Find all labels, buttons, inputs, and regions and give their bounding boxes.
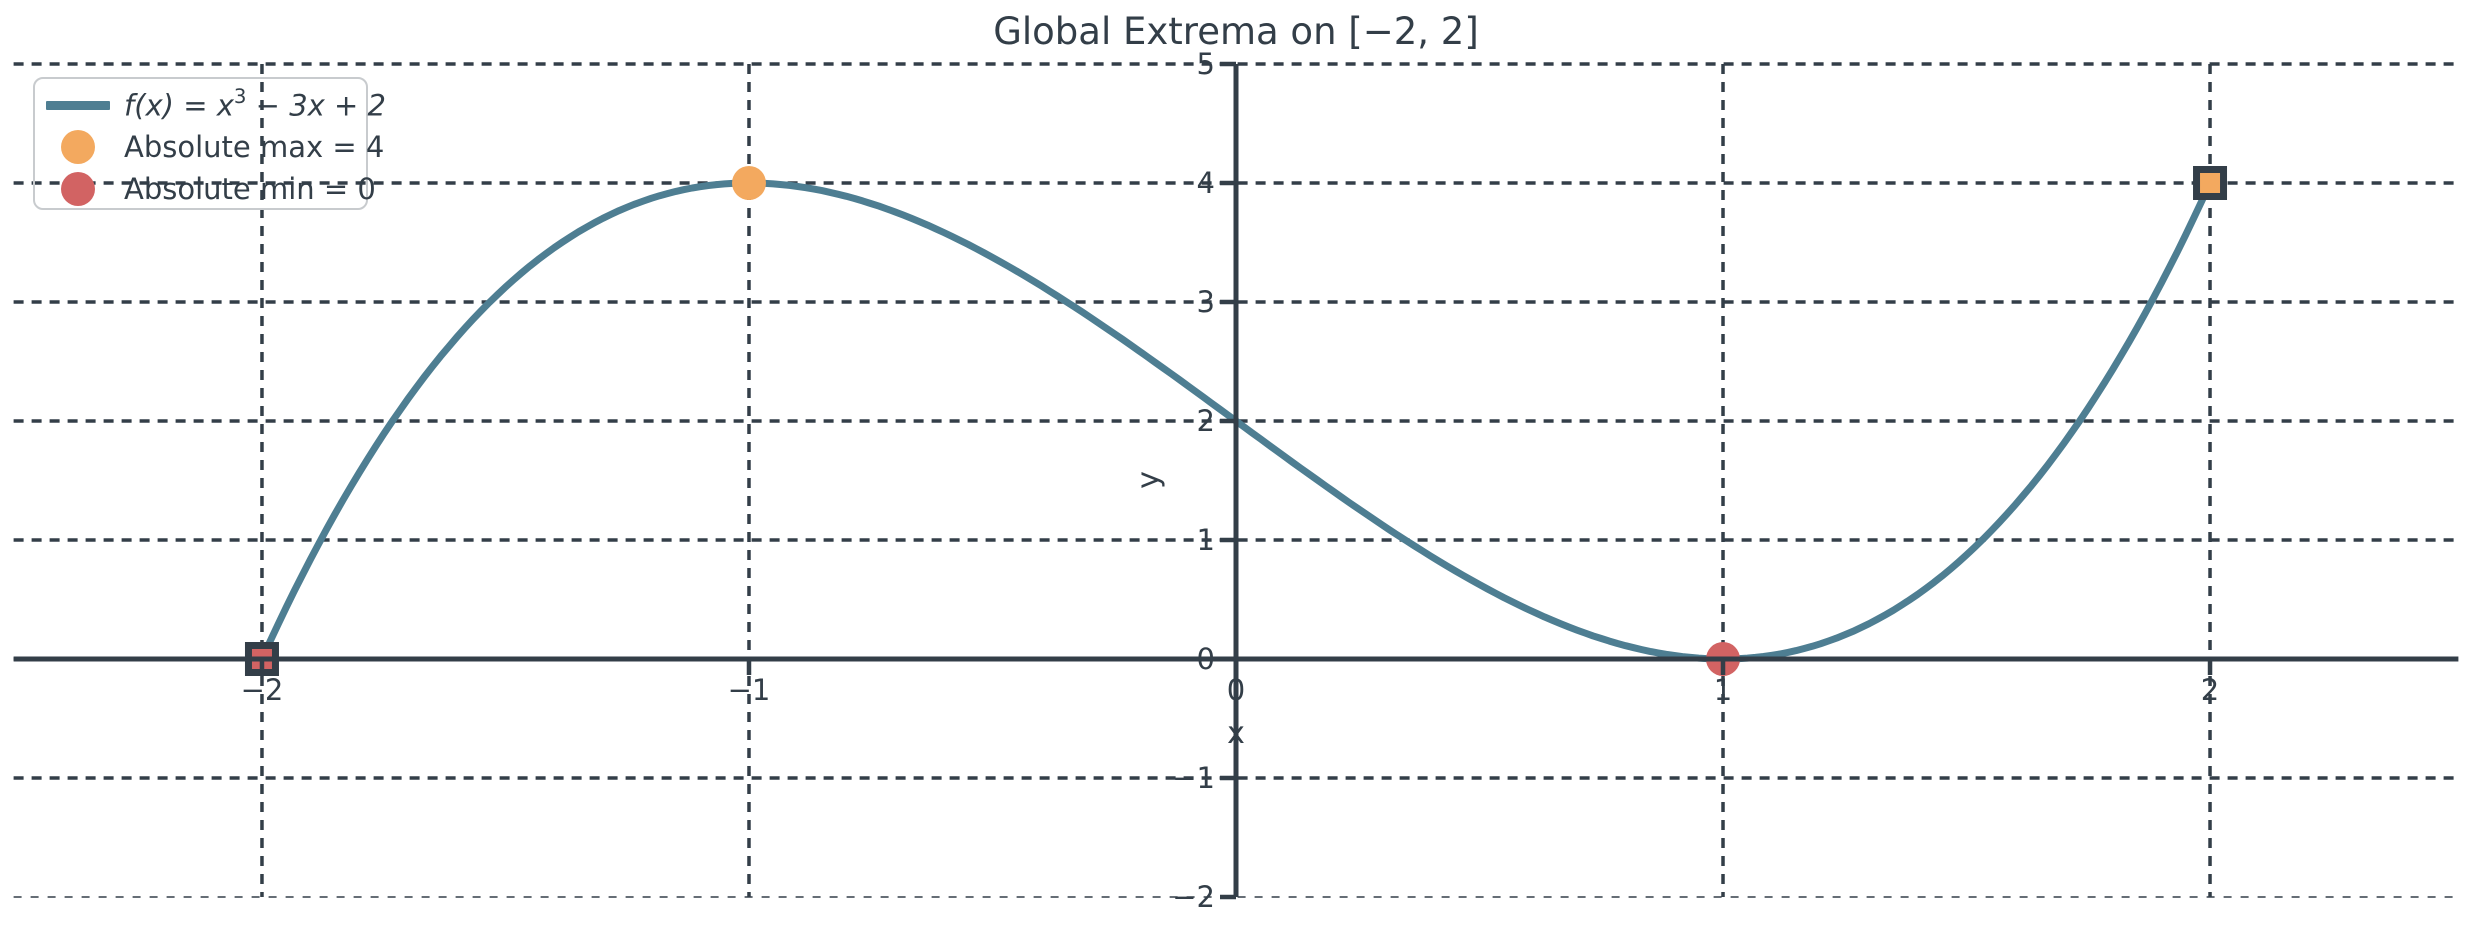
legend-label-absolute-min: Absolute min = 0	[124, 172, 376, 206]
legend-function-prefix: f(x) = x	[124, 88, 234, 123]
legend: f(x) = x3 − 3x + 2 Absolute max = 4 Abso…	[33, 77, 386, 210]
y-tick-label-3: 3	[1197, 285, 1215, 319]
legend-swatch-box	[40, 100, 116, 110]
x-tick-label--2: −2	[241, 673, 284, 707]
legend-item-function: f(x) = x3 − 3x + 2	[35, 84, 386, 126]
legend-label-function: f(x) = x3 − 3x + 2	[124, 85, 386, 123]
legend-item-absolute-max: Absolute max = 4	[35, 126, 384, 168]
y-tick-label-5: 5	[1197, 47, 1215, 81]
legend-item-absolute-min: Absolute min = 0	[35, 168, 376, 210]
y-tick-label--2: −2	[1172, 880, 1215, 914]
legend-swatch-box	[40, 130, 116, 164]
y-tick-label-2: 2	[1197, 404, 1215, 438]
x-axis-label: x	[1227, 716, 1245, 751]
y-tick-label-1: 1	[1197, 523, 1215, 557]
x-tick-label--1: −1	[728, 673, 771, 707]
legend-function-suffix: − 3x + 2	[246, 88, 386, 123]
tick-labels: −2 −1 0 1 2 5 4 3 2 1 0 −1 −2	[241, 47, 2220, 914]
legend-max-marker-icon	[61, 130, 95, 164]
chart-title: Global Extrema on [−2, 2]	[993, 10, 1479, 53]
axis-ticks	[259, 61, 2213, 900]
legend-line-swatch-icon	[46, 100, 110, 110]
legend-min-marker-icon	[61, 172, 95, 206]
x-tick-label-2: 2	[2201, 673, 2219, 707]
absolute-max-interior-marker	[731, 166, 766, 200]
y-tick-label--1: −1	[1172, 761, 1215, 795]
y-axis-label: y	[1131, 471, 1166, 489]
legend-function-exponent: 3	[233, 85, 247, 109]
legend-label-absolute-max: Absolute max = 4	[124, 130, 385, 164]
legend-swatch-box	[40, 172, 116, 206]
y-tick-label-0: 0	[1197, 642, 1215, 676]
x-tick-label-1: 1	[1714, 673, 1732, 707]
y-tick-label-4: 4	[1197, 166, 1215, 200]
absolute-max-endpoint-marker	[2193, 166, 2228, 200]
x-tick-label-0: 0	[1227, 673, 1245, 707]
axis-spines	[13, 64, 2459, 897]
